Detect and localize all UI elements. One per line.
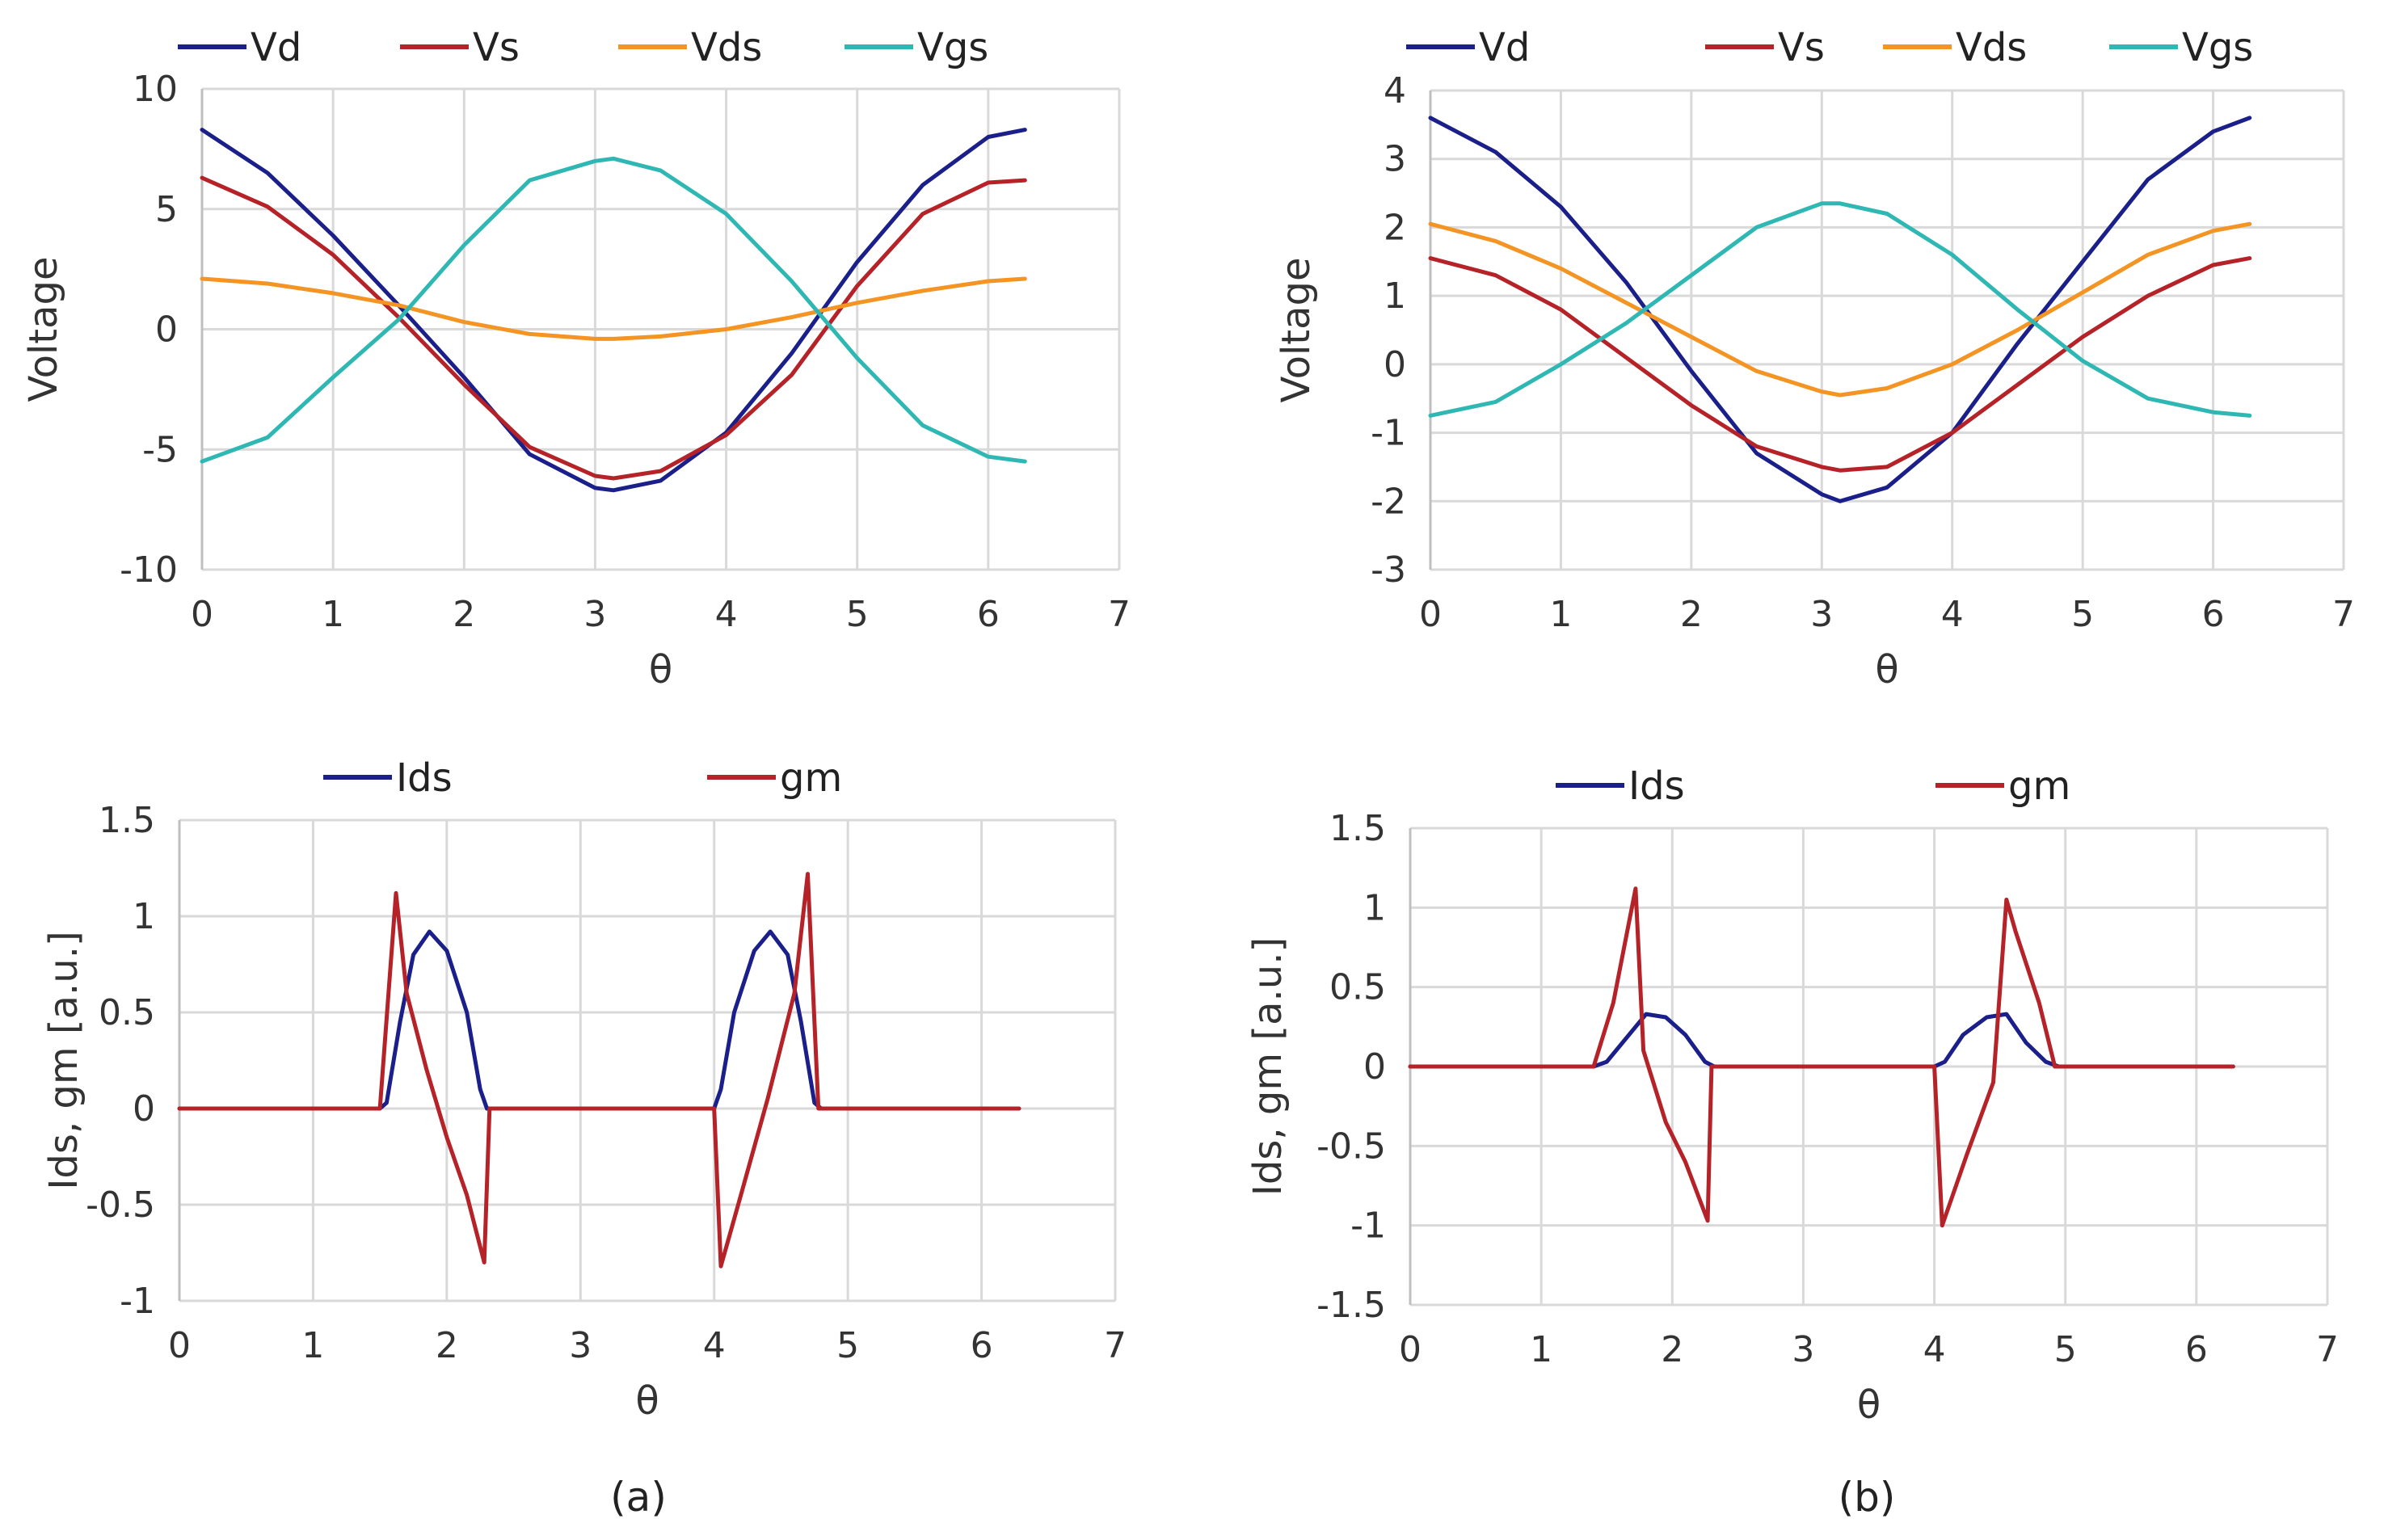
y-tick-label: 0 (133, 1088, 155, 1130)
legend-label-vgs: Vgs (2182, 25, 2253, 70)
panel-b-bottom-chart: 0 1 2 3 4 5 6 7 -1.5 -1 -0.5 0 0.5 1 1.5 θ Ids, gm [a.u.… (1245, 764, 2339, 1428)
legend-label-gm: gm (2008, 764, 2070, 809)
x-tick-label: 1 (1549, 594, 1572, 635)
y-axis-label: Ids, gm [a.u.] (1245, 937, 1291, 1196)
y-axis-label: Voltage (21, 256, 66, 402)
x-tick-label: 7 (2332, 594, 2355, 635)
x-tick-label: 4 (1941, 594, 1964, 635)
x-tick-label: 5 (2071, 594, 2094, 635)
x-axis-label: θ (649, 647, 672, 692)
x-tick-label: 2 (453, 594, 475, 635)
y-tick-label: -0.5 (1316, 1126, 1386, 1167)
y-tick-label: -10 (120, 549, 178, 591)
x-tick-label: 0 (191, 594, 213, 635)
x-tick-label: 2 (436, 1325, 458, 1366)
x-tick-label: 3 (1810, 594, 1833, 635)
x-axis-label: θ (635, 1378, 659, 1424)
y-tick-label: -1 (1371, 413, 1406, 454)
series-line-ids (1408, 1012, 2235, 1069)
legend-label-vgs: Vgs (917, 25, 988, 70)
legend-label-vd: Vd (1479, 25, 1530, 70)
x-tick-label: 0 (1399, 1329, 1422, 1370)
y-tick-label: 0.5 (1329, 967, 1386, 1008)
y-tick-label: 0 (1384, 344, 1406, 385)
panel-b-top-chart: 0 1 2 3 4 5 6 7 -3 -2 -1 0 1 2 3 4 θ Voltage Vd Vs Vds Vgs (1274, 25, 2355, 692)
x-tick-label: 3 (583, 594, 606, 635)
legend-label-vd: Vd (251, 25, 301, 70)
legend-label-ids: Ids (396, 755, 453, 801)
y-tick-label: -3 (1371, 549, 1406, 591)
y-tick-label: -0.5 (86, 1184, 155, 1226)
series-line-vgs (200, 156, 1027, 464)
y-tick-label: 1.5 (1329, 808, 1386, 849)
x-axis-label: θ (1857, 1382, 1881, 1428)
caption-a: (a) (610, 1474, 667, 1521)
series-line-vds (200, 276, 1027, 341)
x-tick-label: 0 (1419, 594, 1442, 635)
x-tick-label: 5 (836, 1325, 859, 1366)
x-tick-label: 6 (977, 594, 1000, 635)
series-line-vd (200, 128, 1027, 493)
y-tick-label: -1 (1350, 1205, 1386, 1247)
x-tick-label: 5 (846, 594, 869, 635)
y-tick-label: 4 (1384, 70, 1406, 112)
x-tick-label: 7 (1104, 1325, 1127, 1366)
series-line-vs (200, 175, 1027, 481)
y-tick-label: -2 (1371, 481, 1406, 522)
series-line-gm (177, 872, 1021, 1269)
x-tick-label: 6 (971, 1325, 993, 1366)
x-tick-label: 1 (1530, 1329, 1552, 1370)
y-tick-label: 0 (1363, 1046, 1386, 1088)
x-tick-label: 1 (322, 594, 344, 635)
x-axis-label: θ (1875, 647, 1898, 692)
x-tick-label: 2 (1661, 1329, 1683, 1370)
x-tick-label: 4 (1923, 1329, 1946, 1370)
series-line-vgs (1428, 201, 2252, 418)
series-line-vs (1428, 256, 2252, 473)
y-tick-label: 1 (133, 896, 155, 937)
y-tick-label: -5 (142, 429, 178, 470)
panel-a-bottom-chart: 0 1 2 3 4 5 6 7 -1 -0.5 0 0.5 1 1.5 θ Ids, gm [a.u.] Ids… (41, 755, 1127, 1424)
y-tick-label: 0 (155, 309, 178, 351)
panel-a-top-chart: 0 1 2 3 4 5 6 7 -10 -5 0 5 10 θ Voltage Vd Vs Vds Vgs (21, 25, 1131, 692)
legend-label-gm: gm (780, 755, 842, 801)
y-axis-label: Ids, gm [a.u.] (41, 931, 86, 1189)
x-tick-label: 5 (2054, 1329, 2077, 1370)
series-line-vd (1428, 116, 2252, 503)
x-tick-label: 1 (301, 1325, 324, 1366)
y-tick-label: 1.5 (99, 800, 155, 841)
legend-label-vs: Vs (473, 25, 520, 70)
y-tick-label: 3 (1384, 139, 1406, 180)
x-tick-label: 7 (2316, 1329, 2339, 1370)
series-line-ids (177, 929, 1021, 1111)
y-axis-label: Voltage (1274, 257, 1319, 402)
y-tick-label: -1 (120, 1281, 155, 1322)
x-tick-label: 3 (569, 1325, 592, 1366)
legend-label-vds: Vds (691, 25, 762, 70)
legend-label-vs: Vs (1778, 25, 1825, 70)
y-tick-label: 1 (1384, 276, 1406, 317)
x-tick-label: 4 (715, 594, 738, 635)
series-line-gm (1408, 886, 2235, 1228)
legend-label-vds: Vds (1956, 25, 2027, 70)
caption-b: (b) (1839, 1474, 1896, 1521)
x-tick-label: 4 (703, 1325, 726, 1366)
x-tick-label: 6 (2185, 1329, 2208, 1370)
x-tick-label: 0 (168, 1325, 191, 1366)
series-line-vds (1428, 221, 2252, 398)
y-tick-label: 0.5 (99, 992, 155, 1033)
x-tick-label: 3 (1792, 1329, 1814, 1370)
legend-label-ids: Ids (1628, 764, 1685, 809)
y-tick-label: 5 (155, 189, 178, 230)
y-tick-label: -1.5 (1316, 1285, 1386, 1326)
y-tick-label: 1 (1363, 887, 1386, 928)
y-tick-label: 2 (1384, 207, 1406, 248)
x-tick-label: 7 (1108, 594, 1131, 635)
x-tick-label: 6 (2202, 594, 2225, 635)
y-tick-label: 10 (133, 69, 178, 110)
x-tick-label: 2 (1680, 594, 1703, 635)
